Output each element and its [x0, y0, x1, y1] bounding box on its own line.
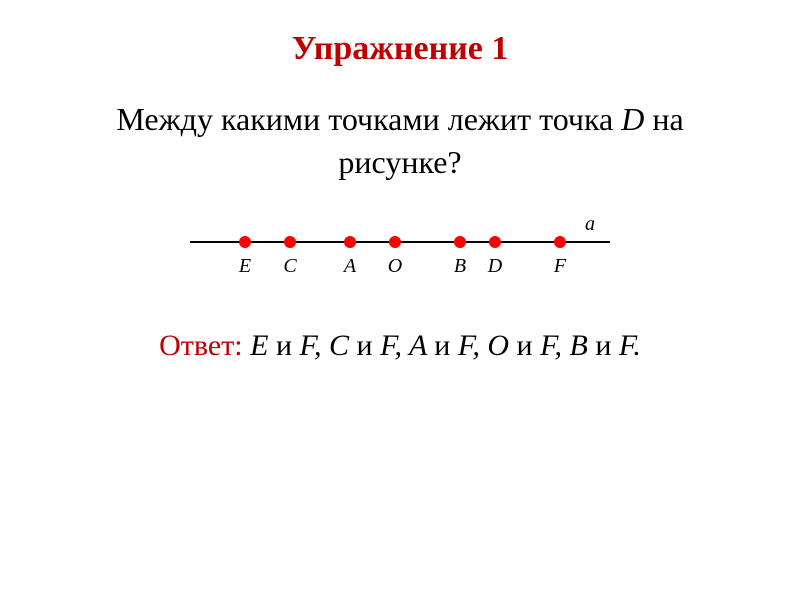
- point-label-C: C: [283, 255, 296, 278]
- line-label: a: [585, 213, 595, 236]
- point-A: [344, 236, 356, 248]
- point-label-O: O: [388, 255, 402, 278]
- point-label-A: A: [344, 255, 356, 278]
- question-tail: на: [644, 101, 683, 137]
- point-label-E: E: [239, 255, 251, 278]
- number-line-figure: a ECAOBDF: [190, 219, 610, 289]
- answer-lead: Ответ:: [159, 329, 243, 362]
- point-label-F: F: [554, 255, 566, 278]
- point-B: [454, 236, 466, 248]
- answer-body: E и F, C и F, A и F, O и F, B и F.: [250, 329, 641, 362]
- question-text: Между какими точками лежит точка D на ри…: [40, 98, 760, 184]
- point-E: [239, 236, 251, 248]
- point-label-B: B: [454, 255, 466, 278]
- question-line1: Между какими точками лежит точка: [116, 101, 621, 137]
- question-line2: рисунке?: [338, 144, 461, 180]
- point-D: [489, 236, 501, 248]
- point-O: [389, 236, 401, 248]
- point-C: [284, 236, 296, 248]
- point-label-D: D: [488, 255, 502, 278]
- point-F: [554, 236, 566, 248]
- slide: Упражнение 1 Между какими точками лежит …: [0, 0, 800, 600]
- answer-text: Ответ: E и F, C и F, A и F, O и F, B и F…: [40, 329, 760, 363]
- question-point: D: [621, 101, 644, 137]
- exercise-title: Упражнение 1: [40, 30, 760, 68]
